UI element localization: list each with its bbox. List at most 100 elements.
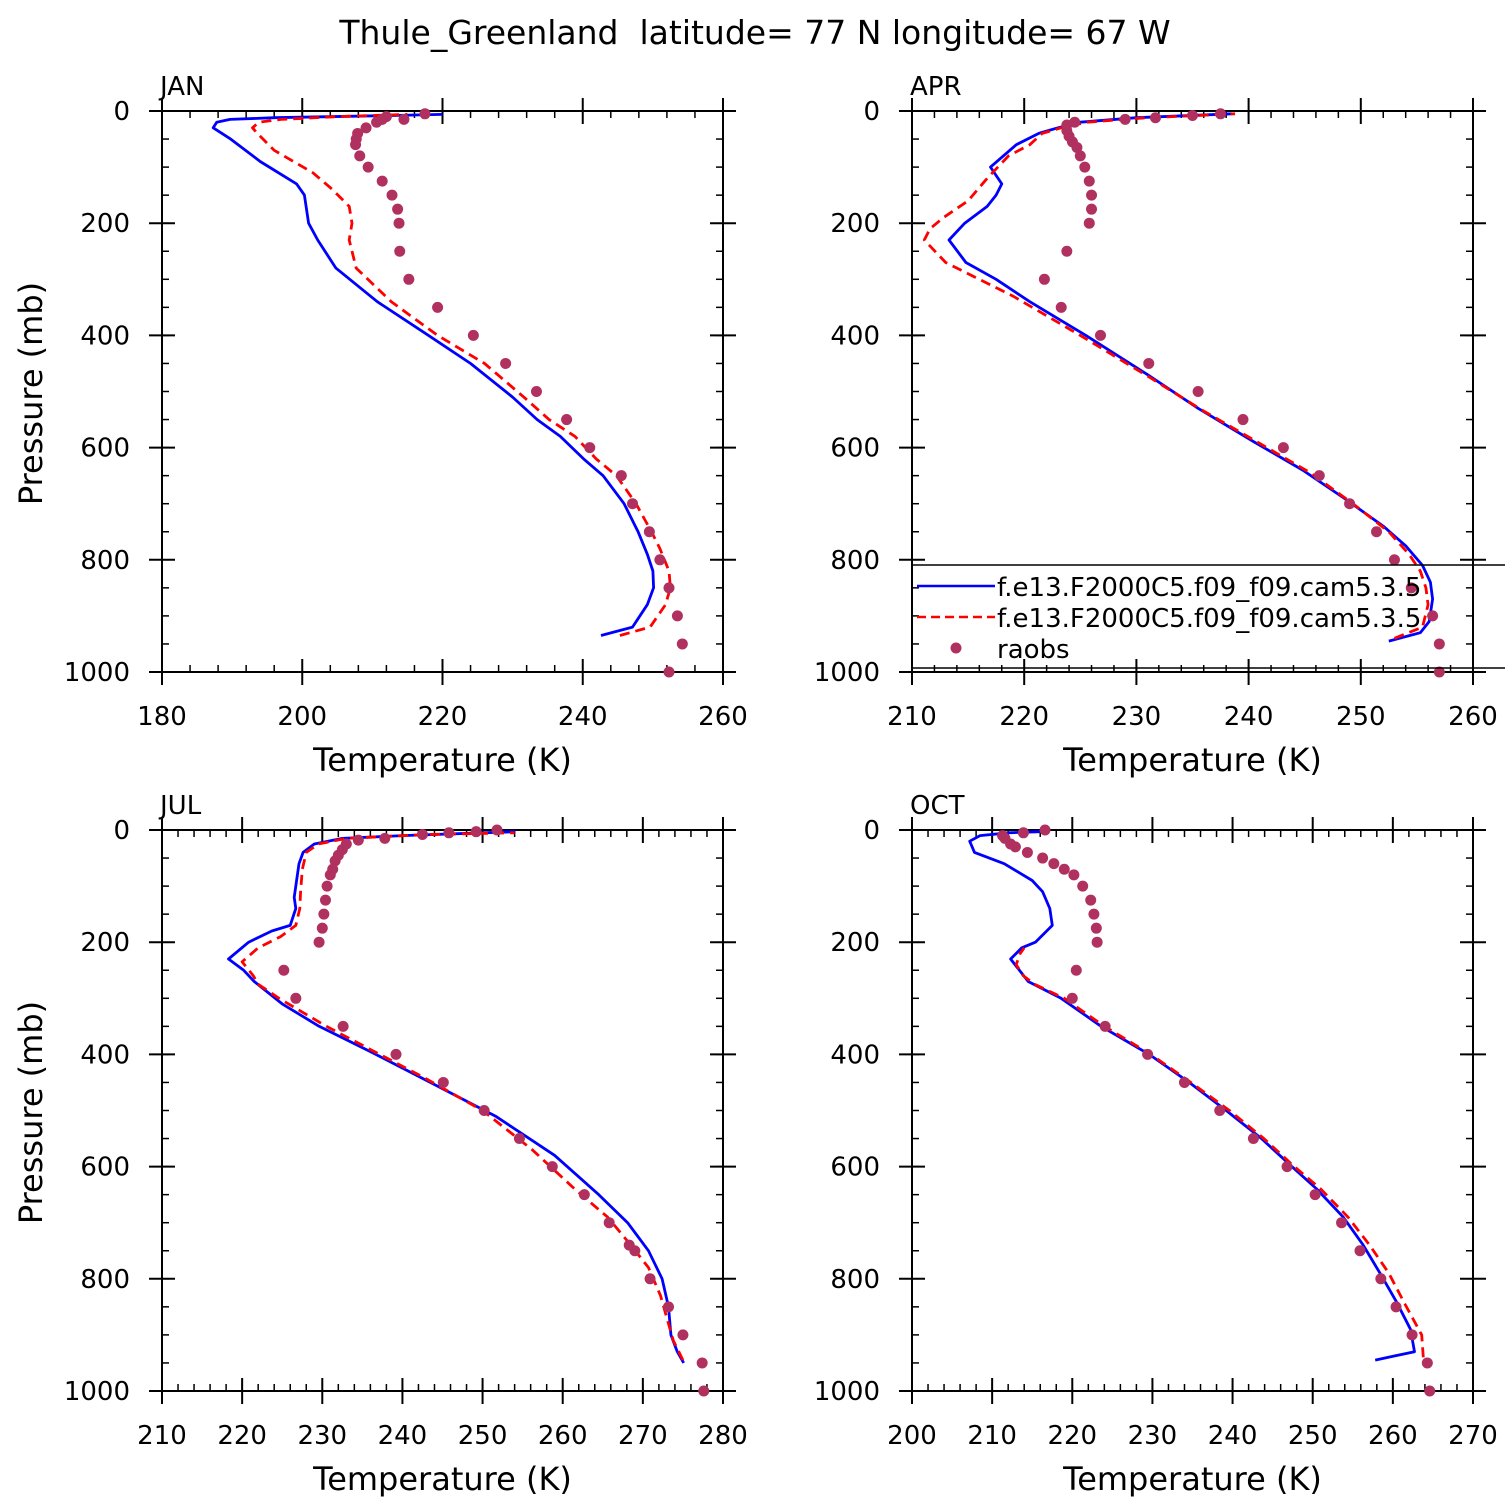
raobs-point bbox=[643, 526, 655, 538]
raobs-point bbox=[327, 863, 339, 875]
plot-frame-jul bbox=[161, 829, 724, 1392]
raobs-point bbox=[394, 245, 406, 257]
y-axis-label-jan: Pressure (mb) bbox=[12, 282, 50, 505]
raobs-point bbox=[1039, 824, 1051, 836]
raobs-point bbox=[352, 127, 364, 139]
raobs-point bbox=[1069, 116, 1081, 128]
raobs-point bbox=[578, 1189, 590, 1201]
x-tick-label: 210 bbox=[137, 1421, 187, 1451]
y-tick-label: 200 bbox=[80, 928, 130, 958]
raobs-point bbox=[1099, 1020, 1111, 1032]
raobs-point bbox=[443, 827, 455, 839]
raobs-point bbox=[1086, 189, 1098, 201]
x-tick-label: 220 bbox=[217, 1421, 267, 1451]
x-tick-label: 260 bbox=[698, 702, 748, 732]
raobs-point bbox=[1058, 863, 1070, 875]
raobs-point bbox=[437, 1076, 449, 1088]
panel-title-apr: APR bbox=[910, 72, 962, 102]
raobs-point bbox=[1371, 526, 1383, 538]
raobs-point bbox=[671, 610, 683, 622]
panel-oct: OCT 200 210 220 230 240 250 260 270 0 200 400 600 800… bbox=[814, 791, 1498, 1498]
y-tick-label: 800 bbox=[80, 546, 130, 576]
raobs-point bbox=[278, 964, 290, 976]
x-tick-label: 260 bbox=[1448, 702, 1498, 732]
raobs-point bbox=[379, 832, 391, 844]
raobs-point bbox=[644, 1273, 656, 1285]
y-tick-label: 400 bbox=[80, 1040, 130, 1070]
raobs-point bbox=[1061, 245, 1073, 257]
legend-label-raobs: raobs bbox=[997, 635, 1070, 665]
raobs-point bbox=[530, 386, 542, 397]
raobs-point bbox=[1090, 922, 1102, 934]
x-tick-label: 240 bbox=[1208, 1421, 1258, 1451]
legend-label-cam-dashed: f.e13.F2000C5.f09_f09.cam5.3.5 bbox=[997, 604, 1421, 634]
raobs-point bbox=[1077, 880, 1089, 892]
panel-apr: APR 210 220 230 240 250 260 0 200 400 600 800 1000 Te… bbox=[814, 72, 1498, 779]
x-tick-label: 220 bbox=[999, 702, 1049, 732]
raobs-point bbox=[1149, 112, 1161, 124]
x-tick-label: 230 bbox=[297, 1421, 347, 1451]
y-tick-label: 0 bbox=[863, 97, 880, 127]
raobs-point bbox=[1192, 386, 1204, 397]
raobs-point bbox=[313, 936, 325, 948]
raobs-point bbox=[663, 666, 675, 678]
raobs-point bbox=[1021, 846, 1033, 858]
raobs-point bbox=[321, 880, 333, 892]
raobs-point bbox=[997, 830, 1009, 842]
cam-solid-line bbox=[947, 112, 1434, 643]
raobs-point bbox=[1433, 666, 1445, 678]
x-tick-label: 200 bbox=[887, 1421, 937, 1451]
x-axis-label-oct: Temperature (K) bbox=[1062, 1460, 1322, 1498]
raobs-point bbox=[1068, 869, 1080, 881]
raobs-point bbox=[1083, 217, 1095, 229]
raobs-point bbox=[654, 554, 666, 566]
raobs-point bbox=[467, 329, 479, 341]
y-tick-label: 1000 bbox=[64, 1377, 130, 1407]
x-tick-label: 250 bbox=[458, 1421, 508, 1451]
raobs-point bbox=[337, 1020, 349, 1032]
y-tick-label: 1000 bbox=[64, 658, 130, 688]
y-tick-label: 800 bbox=[80, 1265, 130, 1295]
y-tick-label: 1000 bbox=[814, 658, 880, 688]
raobs-point bbox=[1094, 329, 1106, 341]
x-tick-label: 250 bbox=[1336, 702, 1386, 732]
raobs-point bbox=[1433, 638, 1445, 650]
panel-title-jan: JAN bbox=[158, 72, 204, 102]
raobs-point bbox=[1277, 442, 1289, 454]
y-tick-label: 1000 bbox=[814, 1377, 880, 1407]
raobs-point bbox=[1375, 1273, 1387, 1285]
raobs-point bbox=[546, 1161, 558, 1173]
cam-dashed-line bbox=[240, 831, 685, 1361]
raobs-point bbox=[340, 838, 352, 850]
cam-solid-line bbox=[227, 830, 685, 1364]
x-tick-label: 260 bbox=[538, 1421, 588, 1451]
raobs-point bbox=[393, 217, 405, 229]
panel-title-jul: JUL bbox=[158, 791, 202, 821]
x-tick-label: 210 bbox=[887, 702, 937, 732]
raobs-point bbox=[319, 894, 331, 906]
raobs-point bbox=[1119, 113, 1131, 125]
raobs-point bbox=[398, 113, 410, 125]
raobs-point bbox=[376, 175, 388, 187]
x-tick-label: 260 bbox=[1368, 1421, 1418, 1451]
cam-dashed-line bbox=[922, 112, 1430, 640]
raobs-point bbox=[1048, 858, 1060, 870]
raobs-point bbox=[500, 357, 512, 369]
raobs-point bbox=[623, 1239, 635, 1251]
raobs-point bbox=[432, 301, 444, 313]
y-tick-label: 600 bbox=[80, 1153, 130, 1183]
cam-dashed-line bbox=[251, 113, 672, 637]
x-tick-label: 210 bbox=[967, 1421, 1017, 1451]
raobs-point bbox=[1074, 150, 1086, 162]
raobs-point bbox=[513, 1133, 525, 1145]
y-tick-label: 200 bbox=[80, 209, 130, 239]
raobs-point bbox=[1088, 908, 1100, 920]
y-tick-label: 600 bbox=[830, 434, 880, 464]
raobs-point bbox=[380, 111, 392, 123]
raobs-point bbox=[1247, 1133, 1259, 1145]
x-tick-label: 250 bbox=[1288, 1421, 1338, 1451]
raobs-point bbox=[1086, 203, 1098, 215]
x-axis-label-apr: Temperature (K) bbox=[1062, 741, 1322, 779]
y-tick-label: 400 bbox=[80, 321, 130, 351]
